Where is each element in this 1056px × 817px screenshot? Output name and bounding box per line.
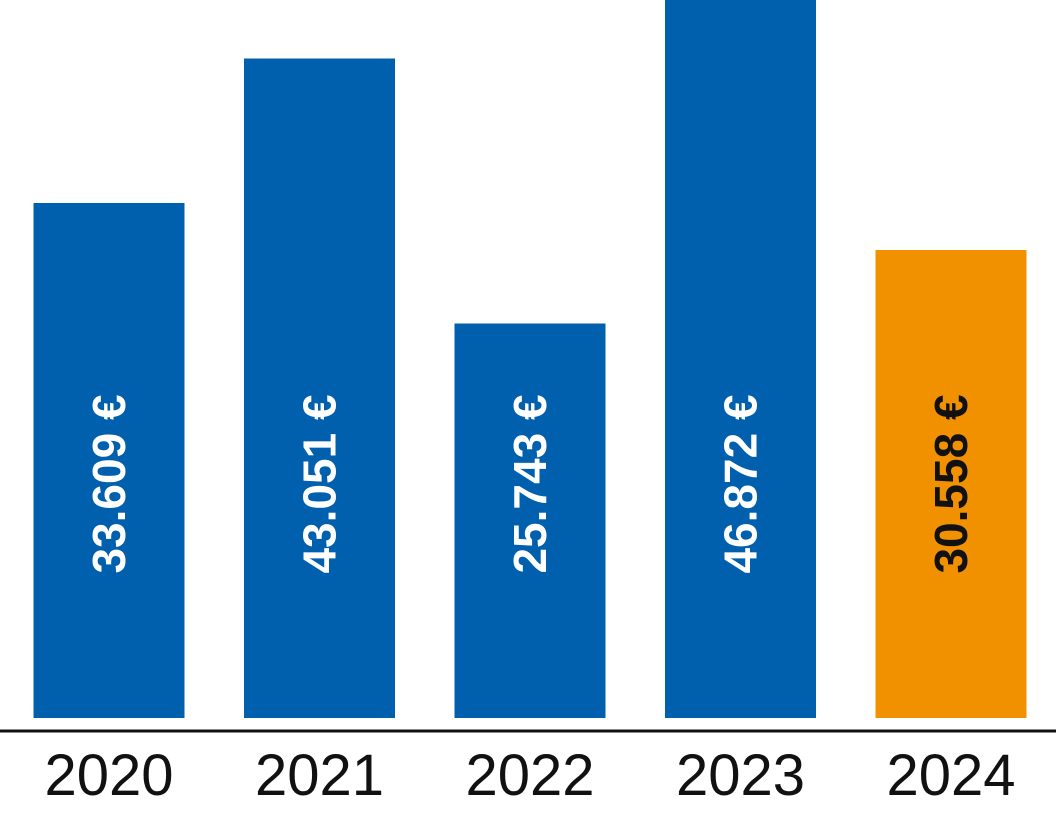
bar-2024 <box>875 249 1027 718</box>
x-tick-2020: 2020 <box>44 743 173 808</box>
data-label-2021: 43.051 € <box>294 394 346 573</box>
x-tick-2022: 2022 <box>465 743 594 808</box>
x-tick-labels: 2020 2021 2022 2023 2024 <box>44 743 1015 808</box>
bars-group: 33.609 € 43.051 € 25.743 € 46.872 € 30.558 € <box>33 0 1027 718</box>
data-label-2023: 46.872 € <box>715 394 767 573</box>
bar-2020 <box>33 203 185 718</box>
x-tick-2024: 2024 <box>886 743 1015 808</box>
data-label-2024: 30.558 € <box>925 394 977 573</box>
bar-2023 <box>665 0 816 718</box>
data-label-2020: 33.609 € <box>83 394 135 573</box>
data-label-2022: 25.743 € <box>504 394 556 573</box>
x-tick-2021: 2021 <box>255 743 384 808</box>
bar-2021 <box>244 58 395 718</box>
bar-2022 <box>454 323 606 718</box>
x-tick-2023: 2023 <box>676 743 805 808</box>
